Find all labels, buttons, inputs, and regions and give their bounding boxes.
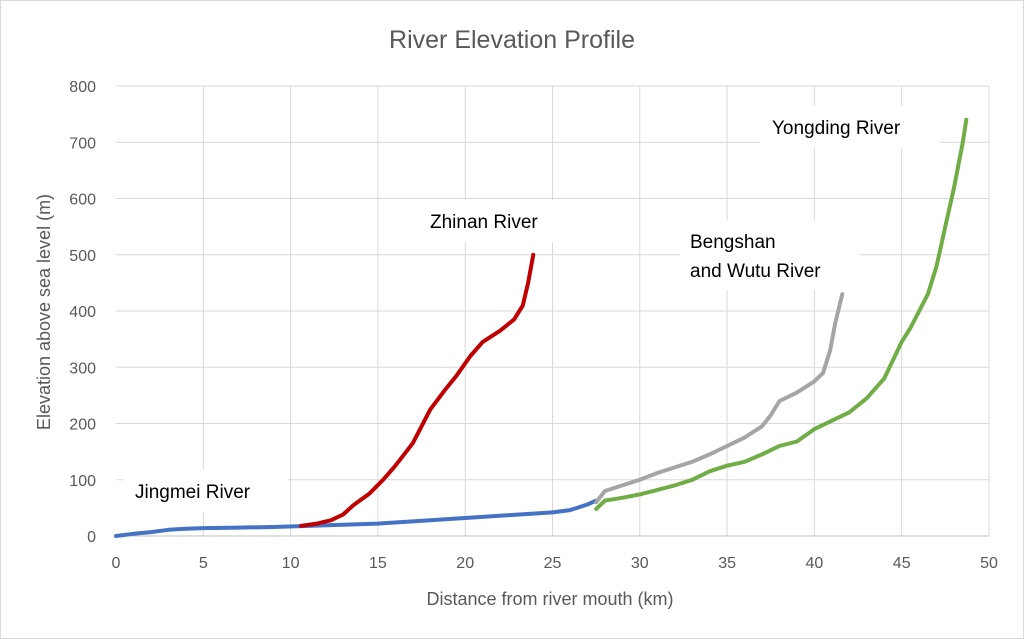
x-tick-label: 20 bbox=[456, 555, 474, 572]
y-tick-label: 600 bbox=[69, 192, 96, 209]
series-line-zhinan-river bbox=[299, 252, 536, 528]
label-bengshan-line2: and Wutu River bbox=[690, 261, 821, 282]
x-tick-label: 0 bbox=[112, 555, 121, 572]
label-bengshan-wutu-river: Bengshan and Wutu River bbox=[680, 220, 860, 290]
y-tick-label: 700 bbox=[69, 135, 96, 152]
y-tick-label: 500 bbox=[69, 248, 96, 265]
y-tick-label: 400 bbox=[69, 304, 96, 321]
chart-title: River Elevation Profile bbox=[389, 26, 635, 54]
y-tick-label: 800 bbox=[69, 79, 96, 96]
series-line-jingmei-river bbox=[114, 498, 599, 538]
y-tick-label: 200 bbox=[69, 417, 96, 434]
tick-labels: 0 5 10 15 20 25 30 35 40 45 5001002003004005006007… bbox=[69, 79, 998, 572]
gridlines bbox=[116, 85, 990, 537]
label-zhinan-river-text: Zhinan River bbox=[430, 212, 538, 233]
label-bengshan-line1: Bengshan bbox=[690, 232, 776, 253]
label-yongding-river: Yongding River bbox=[760, 106, 940, 148]
x-tick-label: 5 bbox=[199, 555, 208, 572]
y-tick-label: 300 bbox=[69, 360, 96, 377]
x-tick-label: 45 bbox=[893, 555, 911, 572]
y-tick-label: 100 bbox=[69, 473, 96, 490]
x-tick-label: 15 bbox=[369, 555, 387, 572]
x-tick-label: 40 bbox=[806, 555, 824, 572]
label-zhinan-river: Zhinan River bbox=[418, 200, 568, 242]
x-tick-label: 30 bbox=[631, 555, 649, 572]
label-jingmei-river: Jingmei River bbox=[124, 470, 288, 512]
x-axis-title: Distance from river mouth (km) bbox=[426, 589, 673, 609]
y-tick-label: 0 bbox=[87, 529, 96, 546]
y-axis-title: Elevation above sea level (m) bbox=[34, 194, 54, 430]
label-yongding-river-text: Yongding River bbox=[772, 118, 901, 139]
x-tick-label: 25 bbox=[544, 555, 562, 572]
x-tick-label: 35 bbox=[718, 555, 736, 572]
series-lines bbox=[114, 117, 969, 538]
series-line-bengshan-and-wutu-river bbox=[594, 292, 845, 505]
x-tick-label: 10 bbox=[282, 555, 300, 572]
series-line-yongding-river bbox=[594, 117, 969, 511]
x-tick-label: 50 bbox=[980, 555, 998, 572]
label-jingmei-river-text: Jingmei River bbox=[135, 482, 251, 503]
